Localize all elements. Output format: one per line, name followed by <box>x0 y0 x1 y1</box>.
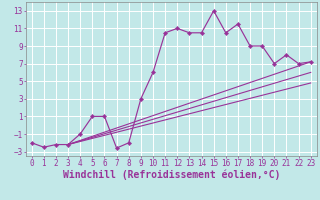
X-axis label: Windchill (Refroidissement éolien,°C): Windchill (Refroidissement éolien,°C) <box>62 169 280 180</box>
